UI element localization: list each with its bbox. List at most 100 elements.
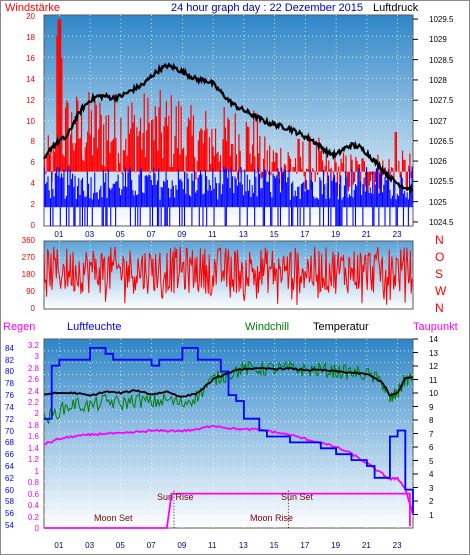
panel3-x-tick: 19 <box>331 541 341 550</box>
annotation-moonrise: Moon Rise <box>250 513 294 523</box>
panel3-temperature-tick: 7 <box>429 429 434 439</box>
panel3-rain-tick: 3.2 <box>27 340 39 350</box>
panel3-rain-tick: 1 <box>34 466 39 476</box>
panel1-x-tick: 23 <box>392 230 402 239</box>
panel3-x-tick: 05 <box>115 541 125 550</box>
panel3-humidity-tick: 74 <box>5 402 14 412</box>
panel3-temperature-tick: 5 <box>429 456 434 466</box>
compass-label-s: S <box>435 267 444 281</box>
panel1-pressure-tick: 1027 <box>429 116 447 126</box>
panel1-x-tick: 21 <box>361 230 371 239</box>
panel3-temperature-tick: 1 <box>429 510 434 520</box>
panel1-x-tick: 07 <box>146 230 156 239</box>
panel3-x-tick: 03 <box>85 541 95 550</box>
panel1-x-tick: 03 <box>85 230 95 239</box>
legend-dewpoint: Taupunkt <box>413 321 458 333</box>
panel2-direction-tick: 90 <box>26 287 35 296</box>
panel3-rain-tick: 0.4 <box>27 501 39 511</box>
panel3-x-tick: 21 <box>361 541 371 550</box>
panel3-temperature-tick: 3 <box>429 483 434 493</box>
panel3-x-tick: 13 <box>238 541 248 550</box>
panel3-rain-tick: 1.4 <box>27 443 39 453</box>
compass-label-n: N <box>435 301 444 315</box>
rain-line <box>44 492 411 529</box>
humidity-line <box>44 347 414 514</box>
panel3-rain-tick: 0.2 <box>27 512 39 522</box>
panel2-direction-tick: 360 <box>21 236 35 245</box>
panel3-humidity-tick: 70 <box>5 426 14 436</box>
panel3-humidity-tick: 66 <box>5 450 14 460</box>
panel3-x-tick: 09 <box>177 541 187 550</box>
panel3-humidity-tick: 56 <box>5 509 14 519</box>
panel1-pressure-tick: 1028.5 <box>429 55 454 65</box>
panel3-temperature-tick: 2 <box>429 497 434 506</box>
panel3-x-tick: 17 <box>300 541 310 550</box>
panel1-wind-tick: 8 <box>30 137 35 147</box>
pressure-line <box>43 62 414 195</box>
panel3-humidity-tick: 54 <box>5 521 14 531</box>
panel3-temperature-tick: 9 <box>429 402 434 412</box>
panel1-pressure-tick: 1029 <box>429 35 447 45</box>
panel3-humidity-tick: 64 <box>5 461 14 471</box>
legend-windchill: Windchill <box>245 321 290 333</box>
panel1-pressure-tick: 1029.5 <box>429 15 454 25</box>
panel2-direction-tick: 270 <box>21 253 35 262</box>
compass-label-n: N <box>435 233 444 247</box>
panel1-pressure-tick: 1028 <box>429 75 447 85</box>
dewpoint-line <box>43 424 414 515</box>
panel3-x-tick: 15 <box>269 541 279 550</box>
panel3-humidity-tick: 58 <box>5 497 14 507</box>
panel3-rain-tick: 1.6 <box>27 432 39 442</box>
panel1-wind-tick: 12 <box>26 95 35 105</box>
panel1-wind-tick: 6 <box>30 158 35 168</box>
panel3-temperature-tick: 12 <box>429 362 438 371</box>
panel2-direction-tick: 0 <box>30 304 35 313</box>
panel3-rain-tick: 0.6 <box>27 489 39 499</box>
legend-temperature: Temperatur <box>313 321 369 333</box>
temperature-line <box>43 366 414 398</box>
panel1-x-tick: 15 <box>269 230 279 239</box>
panel1-wind-tick: 18 <box>26 32 35 42</box>
panel2-direction-tick: 180 <box>21 270 35 279</box>
panel3-humidity-tick: 76 <box>5 391 14 401</box>
panel3-temperature-tick: 6 <box>429 443 434 452</box>
panel3-humidity-tick: 78 <box>5 379 14 389</box>
panel3-rain-tick: 2.8 <box>27 363 39 373</box>
panel1-pressure-tick: 1027.5 <box>429 96 454 106</box>
panel3-temperature-tick: 13 <box>429 348 438 358</box>
panel3-x-tick: 23 <box>392 541 402 550</box>
pressure-axis-title: Luftdruck <box>373 2 419 14</box>
panel3-temperature-tick: 11 <box>429 375 438 385</box>
panel1-x-tick: 11 <box>208 230 217 239</box>
panel3-humidity-tick: 82 <box>5 355 14 365</box>
compass-label-w: W <box>435 284 447 298</box>
panel3-humidity-tick: 62 <box>5 473 14 483</box>
panel1-pressure-tick: 1025.5 <box>429 177 454 187</box>
panel3-rain-tick: 0.8 <box>27 478 39 488</box>
panel3-rain-tick: 2.6 <box>27 375 39 385</box>
panel1-x-tick: 01 <box>54 230 64 239</box>
panel3-rain-tick: 1.8 <box>27 420 39 430</box>
panel3-rain-tick: 1.2 <box>27 455 39 465</box>
panel3-rain-tick: 2 <box>34 409 39 419</box>
panel1-x-tick: 13 <box>238 230 248 239</box>
panel1-wind-tick: 16 <box>26 53 35 63</box>
panel3-x-tick: 07 <box>146 541 156 550</box>
panel1-x-tick: 17 <box>300 230 310 239</box>
panel1-x-tick: 19 <box>331 230 341 239</box>
wind-axis-title: Windstärke <box>5 2 61 14</box>
panel1-pressure-tick: 1025 <box>429 197 447 207</box>
panel1-wind-tick: 20 <box>26 12 35 21</box>
panel1-x-tick: 05 <box>115 230 125 239</box>
legend-humidity: Luftfeuchte <box>67 321 122 333</box>
panel3-temperature-tick: 10 <box>429 389 438 398</box>
annotation-sunrise: Sun Rise <box>157 492 194 502</box>
panel3-rain-tick: 2.4 <box>27 386 39 396</box>
panel3-x-tick: 11 <box>208 541 217 550</box>
panel1-wind-tick: 0 <box>30 221 35 230</box>
panel3-humidity-tick: 80 <box>5 367 14 377</box>
panel1-pressure-tick: 1026.5 <box>429 136 454 146</box>
panel3-temperature-tick: 14 <box>429 335 438 344</box>
